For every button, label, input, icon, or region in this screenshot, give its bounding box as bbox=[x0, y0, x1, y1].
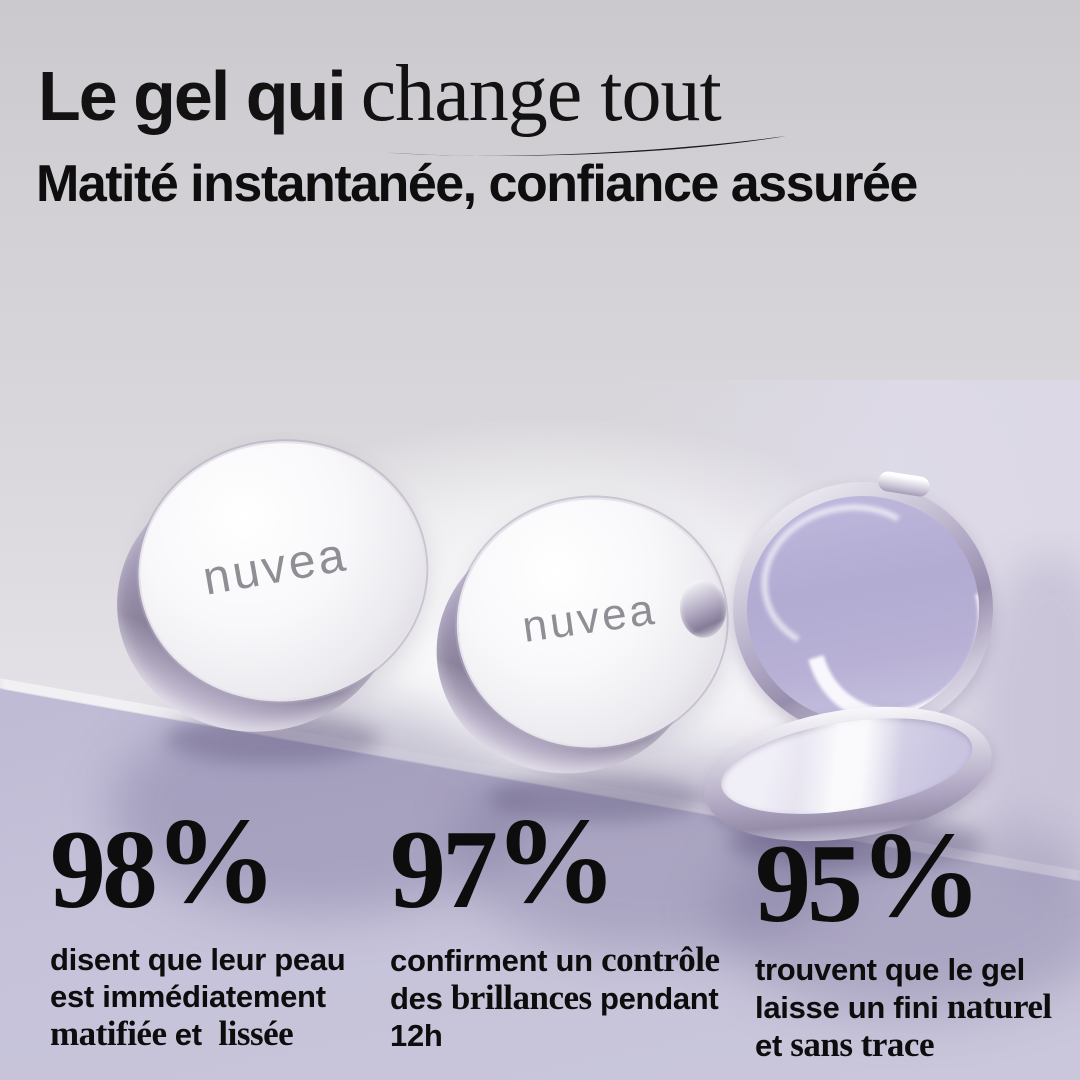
stat1-desc-line2: est immédiatement bbox=[50, 979, 326, 1015]
stat3-desc-line3: et sans trace bbox=[755, 1025, 934, 1065]
stat3-number: 95 bbox=[755, 822, 863, 946]
brand-logo-nuvea: nuvea bbox=[199, 527, 352, 606]
stat2-percent-sign: % bbox=[494, 792, 618, 929]
stat1-description: disent que leur peau est immédiatement m… bbox=[50, 941, 385, 1053]
product-compact-open-lid bbox=[733, 482, 993, 736]
headline-serif-part: change tout bbox=[360, 50, 722, 138]
stat2-desc-line2: des brillances pendant bbox=[390, 978, 719, 1018]
stat-column-2: 97% confirment un contrôle des brillance… bbox=[390, 799, 725, 1054]
stat3-value: 95% bbox=[755, 813, 1075, 941]
stat1-desc-line1: disent que leur peau bbox=[50, 942, 346, 978]
compact3-soft-shadow bbox=[715, 818, 1080, 1013]
stat1-value: 98% bbox=[50, 799, 385, 927]
stat3-desc-line2: laisse un fini naturel bbox=[755, 987, 1052, 1027]
stat1-desc-line3: matifiée et lissée bbox=[50, 1014, 294, 1054]
compact1-soft-shadow bbox=[110, 700, 530, 915]
stat2-value: 97% bbox=[390, 799, 725, 927]
stat-column-1: 98% disent que leur peau est immédiateme… bbox=[50, 799, 385, 1053]
stat-column-3: 95% trouvent que le gel laisse un fini n… bbox=[755, 813, 1075, 1064]
product-compact-closed-2: nuvea bbox=[428, 486, 743, 796]
underline-swoosh-icon bbox=[380, 136, 786, 156]
compact2-contact-shadow bbox=[488, 774, 703, 822]
stat2-desc-line1: confirment un contrôle bbox=[390, 940, 720, 980]
stat3-description: trouvent que le gel laisse un fini natur… bbox=[755, 951, 1075, 1064]
stat2-number: 97 bbox=[390, 808, 498, 932]
stat1-percent-sign: % bbox=[154, 792, 278, 929]
stat2-desc-line3: 12h bbox=[390, 1018, 443, 1054]
stat3-desc-line1: trouvent que le gel bbox=[755, 952, 1025, 988]
product-compact-closed-1: nuvea bbox=[106, 427, 446, 753]
compact3-mirror bbox=[747, 496, 979, 722]
brand-logo-nuvea: nuvea bbox=[518, 584, 660, 652]
headline: Le gel qui change tout bbox=[38, 50, 722, 138]
stat3-percent-sign: % bbox=[859, 806, 983, 943]
stat2-description: confirment un contrôle des brillances pe… bbox=[390, 941, 725, 1054]
stat1-number: 98 bbox=[50, 808, 158, 932]
headline-sans-part: Le gel qui bbox=[38, 57, 347, 135]
subheadline: Matité instantanée, confiance assurée bbox=[36, 155, 918, 213]
